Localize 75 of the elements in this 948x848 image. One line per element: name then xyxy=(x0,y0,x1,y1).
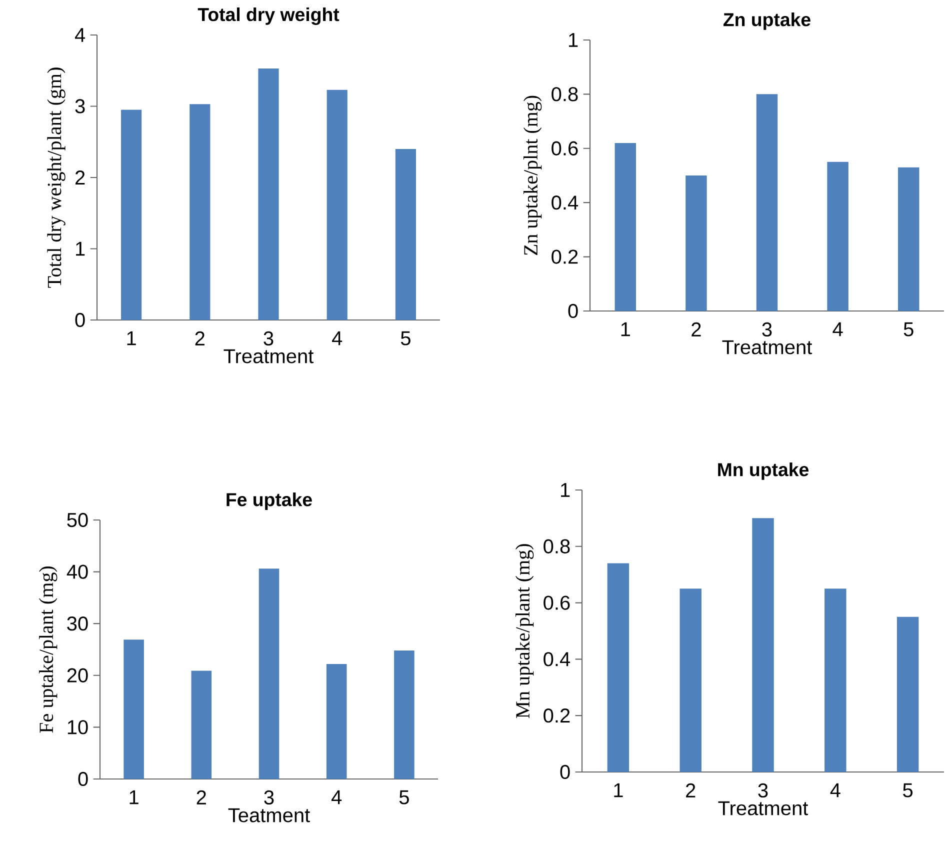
y-tick-label: 20 xyxy=(67,668,88,682)
y-tick-label: 0.8 xyxy=(552,87,578,102)
x-axis-title: Treatment xyxy=(718,801,808,816)
y-tick-label: 0 xyxy=(560,764,570,780)
x-tick-label: 3 xyxy=(264,790,274,805)
y-tick-label: 2 xyxy=(76,170,85,184)
y-tick-label: 0.2 xyxy=(552,250,578,264)
chart-title: Mn uptake xyxy=(718,462,809,480)
bar xyxy=(258,68,279,320)
x-tick-label: 4 xyxy=(832,322,843,336)
x-tick-label: 2 xyxy=(195,331,204,346)
x-tick-label: 3 xyxy=(758,783,768,798)
x-tick-label: 4 xyxy=(830,783,840,798)
y-tick-label: 1 xyxy=(561,483,570,497)
y-tick-label: 50 xyxy=(67,512,88,528)
x-tick-label: 4 xyxy=(332,331,342,346)
bar xyxy=(614,142,636,311)
y-tick-label: 0.6 xyxy=(552,141,578,156)
y-tick-label: 1 xyxy=(76,242,85,256)
bar xyxy=(121,110,142,320)
x-tick-label: 2 xyxy=(692,322,701,336)
y-tick-label: 0.4 xyxy=(552,196,578,210)
bar xyxy=(326,90,348,320)
x-tick-label: 4 xyxy=(332,790,342,804)
bar xyxy=(680,588,702,772)
y-axis-title: Mn uptake/plant (mg) xyxy=(515,544,534,718)
y-tick-label: 0 xyxy=(568,304,578,318)
bar xyxy=(607,563,630,772)
x-tick-label: 2 xyxy=(196,790,206,804)
bar xyxy=(824,588,846,772)
y-tick-label: 10 xyxy=(68,720,88,734)
x-tick-label: 5 xyxy=(904,322,914,336)
x-tick-label: 5 xyxy=(399,790,409,804)
y-tick-label: 3 xyxy=(75,99,85,114)
y-tick-label: 1 xyxy=(569,33,578,47)
x-tick-label: 5 xyxy=(903,783,913,798)
bar xyxy=(190,104,210,320)
bar xyxy=(191,670,212,779)
x-tick-label: 3 xyxy=(264,331,274,346)
x-axis-title: Teatment xyxy=(228,808,310,822)
y-tick-label: 0 xyxy=(75,312,85,328)
x-tick-label: 1 xyxy=(614,783,623,798)
x-tick-label: 1 xyxy=(621,322,630,336)
y-tick-label: 30 xyxy=(67,616,88,631)
y-tick-label: 0 xyxy=(78,772,88,786)
chart-title: Fe uptake xyxy=(226,492,312,510)
x-axis-title: Treatment xyxy=(722,340,812,354)
y-tick-label: 0.4 xyxy=(544,652,570,666)
chart-title: Total dry weight xyxy=(198,7,340,25)
x-tick-label: 1 xyxy=(130,790,138,804)
bar xyxy=(326,664,347,779)
y-axis-title: Total dry weight/plant (gm) xyxy=(47,68,66,288)
bar xyxy=(394,650,414,779)
x-axis-title: Treatment xyxy=(224,349,314,364)
bar xyxy=(752,518,774,772)
x-tick-label: 2 xyxy=(686,783,696,798)
bar xyxy=(395,148,416,320)
bar xyxy=(827,162,848,311)
y-axis-title: Zn uptake/plnt (mg) xyxy=(523,96,542,256)
bar xyxy=(686,175,707,311)
bar xyxy=(898,167,920,311)
y-tick-label: 0.2 xyxy=(544,708,570,723)
bar xyxy=(124,640,144,779)
bar xyxy=(756,94,778,311)
chart-title: Zn uptake xyxy=(723,12,810,30)
x-tick-label: 3 xyxy=(762,322,772,337)
y-tick-label: 0.8 xyxy=(544,539,570,554)
x-tick-label: 5 xyxy=(400,331,410,346)
y-axis-title: Fe uptake/plant (mg) xyxy=(39,566,58,733)
bar xyxy=(896,616,919,772)
y-tick-label: 4 xyxy=(74,28,86,42)
x-tick-label: 1 xyxy=(127,331,136,346)
y-tick-label: 0.6 xyxy=(544,596,570,610)
y-tick-label: 40 xyxy=(66,564,88,579)
bar xyxy=(258,568,280,779)
